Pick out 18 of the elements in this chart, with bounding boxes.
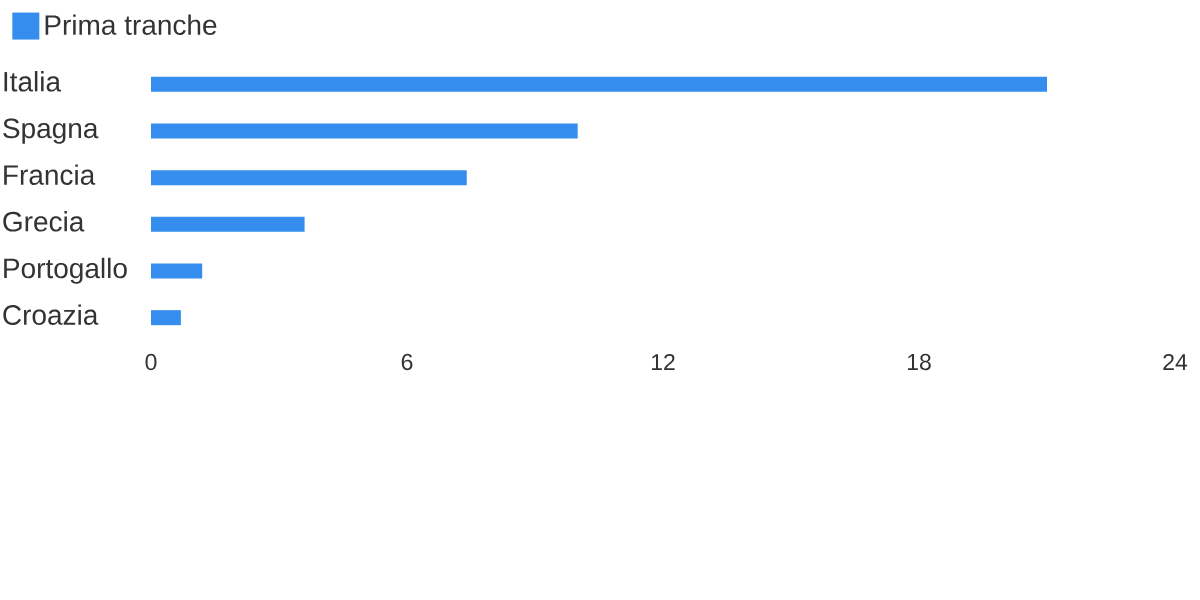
x-tick-label: 18	[907, 353, 931, 371]
y-tick-label: Grecia	[3, 211, 85, 232]
y-tick-label: Italia	[4, 71, 62, 92]
x-tick-label: 6	[401, 353, 413, 371]
bar	[151, 216, 305, 232]
bar	[151, 123, 578, 139]
legend-label: Prima tranche	[45, 14, 217, 35]
bar	[151, 170, 467, 186]
y-tick-label: Portogallo	[4, 257, 127, 284]
y-tick-label: Spagna	[3, 118, 99, 144]
bar	[151, 263, 203, 279]
y-tick-label: Francia	[4, 164, 96, 185]
bar	[151, 310, 181, 326]
y-tick-label: Croazia	[3, 304, 99, 325]
x-tick-label: 12	[651, 353, 675, 371]
x-tick-label: 0	[145, 353, 157, 371]
x-tick-label: 24	[1163, 353, 1188, 371]
bar	[151, 76, 1048, 92]
